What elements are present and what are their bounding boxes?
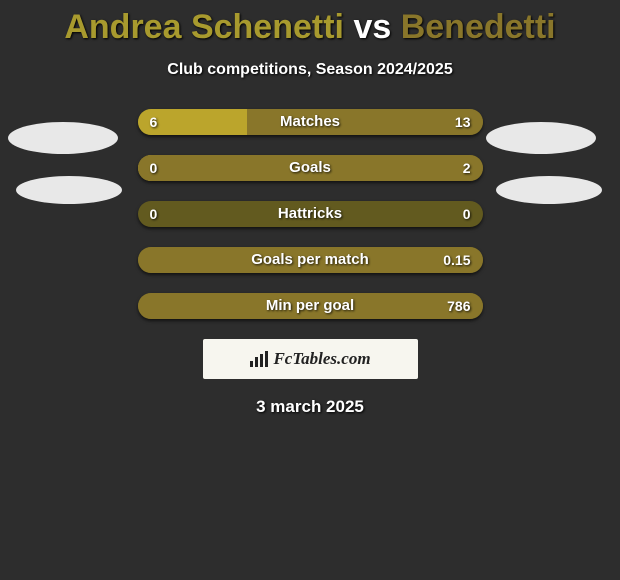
stat-row: 0.15Goals per match (138, 247, 483, 273)
stat-row: 00Hattricks (138, 201, 483, 227)
stat-row: 786Min per goal (138, 293, 483, 319)
chart-icon (249, 351, 269, 367)
vs-text: vs (353, 8, 391, 46)
player2-name: Benedetti (401, 8, 556, 46)
stat-rows: 613Matches 02Goals 00Hattricks 0.15Goals pe… (138, 109, 483, 319)
stat-row: 613Matches (138, 109, 483, 135)
stat-label: Matches (138, 109, 483, 135)
subtitle: Club competitions, Season 2024/2025 (0, 61, 620, 79)
club-logo-placeholder (486, 122, 596, 154)
date-text: 3 march 2025 (0, 397, 620, 417)
branding-badge: FcTables.com (203, 339, 418, 379)
player1-name: Andrea Schenetti (64, 8, 344, 46)
stat-label: Goals (138, 155, 483, 181)
stat-label: Hattricks (138, 201, 483, 227)
stat-label: Min per goal (138, 293, 483, 319)
stat-label: Goals per match (138, 247, 483, 273)
comparison-title: Andrea Schenetti vs Benedetti (0, 0, 620, 47)
club-logo-placeholder (8, 122, 118, 154)
club-logo-placeholder (496, 176, 602, 204)
branding-text: FcTables.com (273, 349, 370, 368)
club-logo-placeholder (16, 176, 122, 204)
stat-row: 02Goals (138, 155, 483, 181)
